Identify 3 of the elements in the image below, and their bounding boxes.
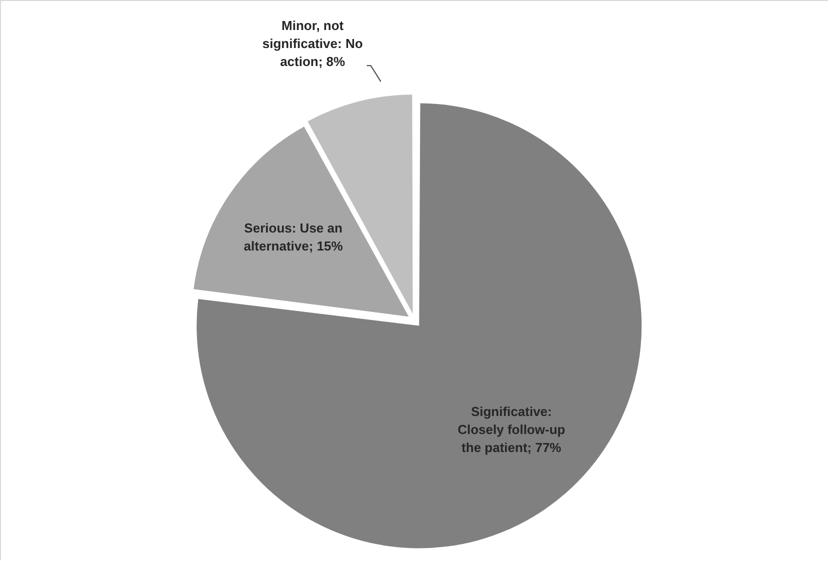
slice-label: Minor, not significative: No action; 8% [262,18,363,70]
slice-label: Serious: Use an alternative; 15% [244,220,344,254]
slice-label: Significative: Closely follow-up the patient; 77% [458,404,566,455]
